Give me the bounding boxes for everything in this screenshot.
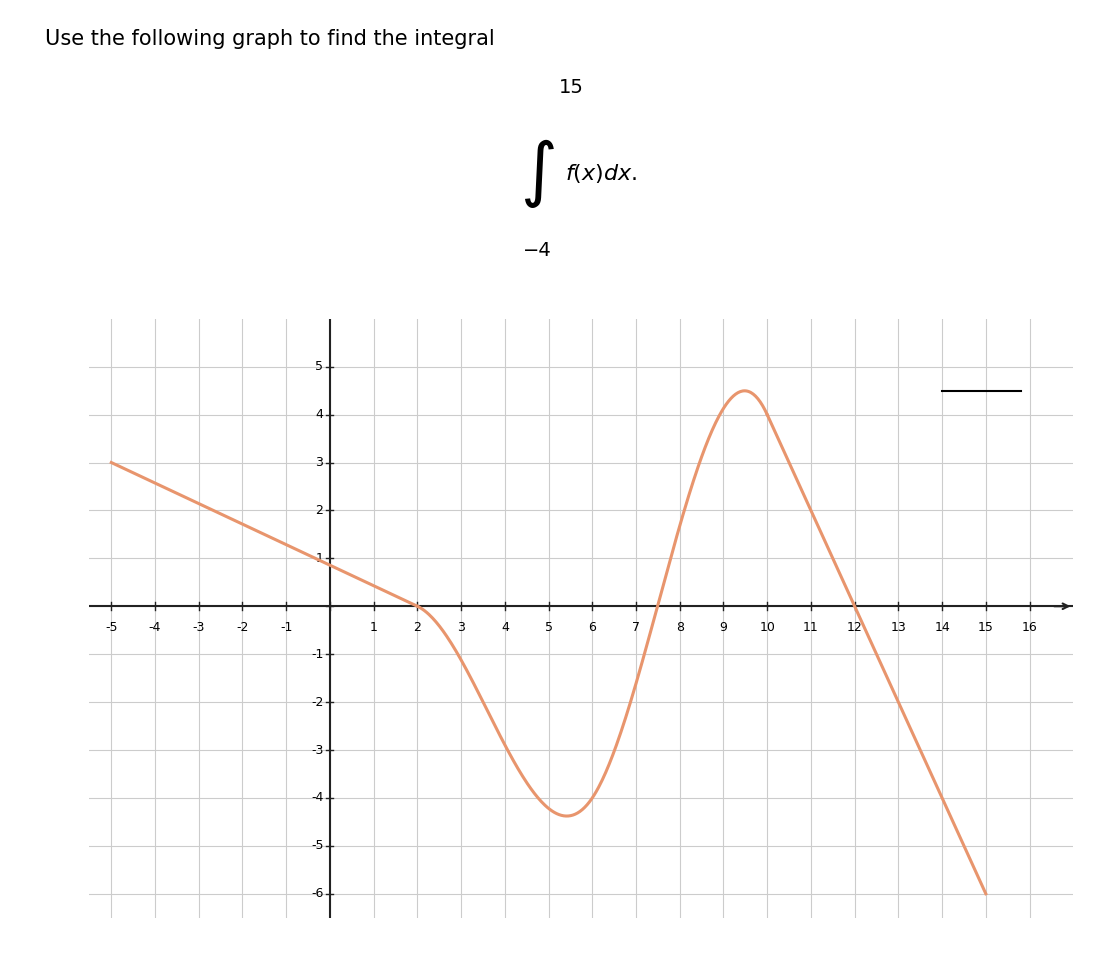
Text: 12: 12: [846, 620, 862, 634]
Text: 1: 1: [370, 620, 378, 634]
Text: 13: 13: [891, 620, 907, 634]
Text: 14: 14: [935, 620, 950, 634]
Text: 7: 7: [632, 620, 639, 634]
Text: -1: -1: [311, 647, 323, 661]
Text: -5: -5: [311, 839, 323, 852]
Text: 2: 2: [315, 504, 323, 517]
Text: 2: 2: [414, 620, 421, 634]
Text: 4: 4: [315, 408, 323, 421]
Text: -2: -2: [236, 620, 248, 634]
Text: -1: -1: [280, 620, 293, 634]
Text: 9: 9: [720, 620, 728, 634]
Text: 15: 15: [978, 620, 994, 634]
Text: 15: 15: [559, 77, 584, 97]
Text: -6: -6: [311, 887, 323, 900]
Text: 5: 5: [315, 360, 323, 373]
Text: Use the following graph to find the integral: Use the following graph to find the inte…: [45, 29, 494, 49]
Text: $\int$: $\int$: [520, 137, 555, 211]
Text: 5: 5: [544, 620, 552, 634]
Text: 16: 16: [1022, 620, 1038, 634]
Text: -3: -3: [311, 744, 323, 756]
Text: -4: -4: [149, 620, 161, 634]
Text: 4: 4: [501, 620, 509, 634]
Text: -3: -3: [192, 620, 205, 634]
Text: 1: 1: [315, 552, 323, 565]
Text: -4: -4: [311, 791, 323, 805]
Text: -5: -5: [105, 620, 117, 634]
Text: 6: 6: [588, 620, 596, 634]
Text: 11: 11: [803, 620, 818, 634]
Text: 10: 10: [759, 620, 775, 634]
Text: 8: 8: [675, 620, 684, 634]
Text: −4: −4: [523, 242, 552, 261]
Text: 3: 3: [315, 456, 323, 469]
Text: -2: -2: [311, 696, 323, 709]
Text: $f(x)dx.$: $f(x)dx.$: [565, 162, 637, 185]
Text: 3: 3: [457, 620, 465, 634]
